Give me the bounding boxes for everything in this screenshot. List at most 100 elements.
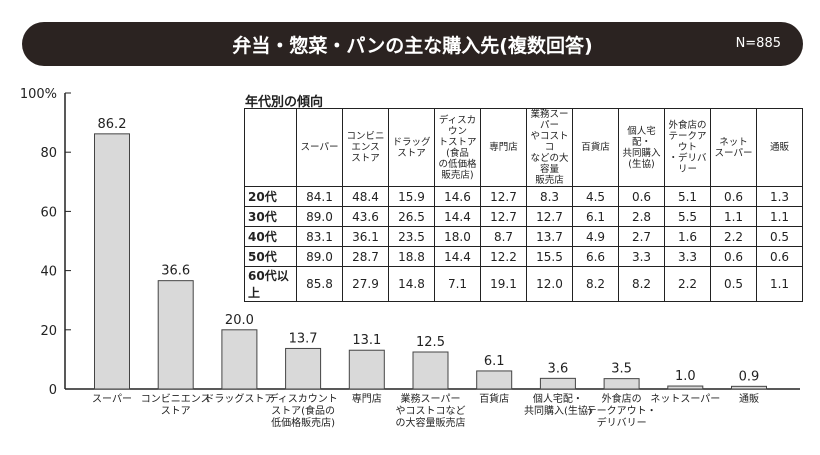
x-tick-label: 個人宅配・ 共同購入(生協)	[523, 394, 592, 417]
table-cell: 12.2	[480, 246, 527, 267]
table-cell: 15.9	[388, 186, 435, 207]
table-cell: 8.3	[526, 186, 573, 207]
bar-value-label: 12.5	[416, 335, 445, 350]
bar-value-label: 0.9	[739, 369, 760, 384]
table-cell: 4.5	[572, 186, 619, 207]
table-cell: 8.7	[480, 226, 527, 247]
table-row: 30代 89.0 43.6 26.5 14.4 12.7 12.7 6.1 2.8 5.5 1.1 1…	[244, 206, 803, 227]
table-header: 専門店	[480, 108, 527, 187]
age-breakdown-table: スーパー コンビニ エンス ストア ドラッグ ストア ディスカウン トストア(食品 の…	[244, 108, 803, 302]
table-cell: 14.4	[434, 206, 481, 227]
x-tick-label: コンビニエンス ストア	[140, 394, 211, 417]
bar	[157, 280, 194, 390]
table-cell: 5.1	[664, 186, 711, 207]
table-cell: 1.1	[756, 206, 803, 227]
table-cell: 2.2	[710, 226, 757, 247]
title-bar: 弁当・惣菜・パンの主な購入先(複数回答) N=885	[22, 22, 803, 66]
table-cell: 0.5	[710, 266, 757, 302]
bar	[412, 351, 449, 390]
table-corner	[244, 108, 297, 187]
table-cell: 5.5	[664, 206, 711, 227]
table-cell: 8.2	[618, 266, 665, 302]
table-cell: 1.6	[664, 226, 711, 247]
x-tick-label: 外食店の テークアウト・ デリバリー	[586, 394, 657, 429]
row-label: 60代以上	[244, 266, 297, 302]
table-title: 年代別の傾向	[245, 95, 324, 110]
table-cell: 0.6	[756, 246, 803, 267]
row-label: 50代	[244, 246, 297, 267]
table-cell: 19.1	[480, 266, 527, 302]
table-row: 50代 89.0 28.7 18.8 14.4 12.2 15.5 6.6 3.3 3.3 0.6 0…	[244, 246, 803, 267]
y-tick-label: 40	[40, 265, 57, 280]
bar	[731, 385, 767, 390]
bar	[94, 133, 130, 390]
table-header: 外食店の テークアウト ・デリバリー	[664, 108, 711, 187]
table-cell: 85.8	[296, 266, 343, 302]
table-cell: 27.9	[342, 266, 389, 302]
bar	[476, 370, 513, 390]
bar	[285, 347, 322, 390]
table-cell: 36.1	[342, 226, 389, 247]
bar-value-label: 6.1	[484, 354, 505, 369]
table-row: 40代 83.1 36.1 23.5 18.0 8.7 13.7 4.9 2.7 1.6 2.2 0.…	[244, 226, 803, 247]
table-cell: 12.7	[526, 206, 573, 227]
table-cell: 12.0	[526, 266, 573, 302]
bar-value-label: 86.2	[98, 117, 127, 132]
y-tick-label: 0	[49, 383, 57, 398]
table-header-row: スーパー コンビニ エンス ストア ドラッグ ストア ディスカウン トストア(食品 の…	[244, 108, 803, 187]
x-tick-label: 通販	[739, 394, 759, 405]
row-label: 40代	[244, 226, 297, 247]
table-cell: 2.7	[618, 226, 665, 247]
table-cell: 3.3	[664, 246, 711, 267]
table-cell: 1.1	[756, 266, 803, 302]
table-header: 百貨店	[572, 108, 619, 187]
table-cell: 23.5	[388, 226, 435, 247]
table-cell: 1.1	[710, 206, 757, 227]
table-header: ドラッグ ストア	[388, 108, 435, 187]
x-tick-label: 専門店	[351, 394, 382, 405]
table-cell: 26.5	[388, 206, 435, 227]
x-tick-label: スーパー	[92, 394, 132, 405]
table-row: 20代 84.1 48.4 15.9 14.6 12.7 8.3 4.5 0.6 5.1 0.6 1.…	[244, 186, 803, 207]
table-row: 60代以上 85.8 27.9 14.8 7.1 19.1 12.0 8.2 8.2 2.2 0.5…	[244, 266, 803, 302]
table-header: 個人宅配・ 共同購入 (生協)	[618, 108, 665, 187]
y-tick-label: 60	[40, 205, 57, 220]
table-cell: 13.7	[526, 226, 573, 247]
table-cell: 0.6	[710, 186, 757, 207]
y-tick-label: 20	[40, 324, 57, 339]
table-cell: 3.3	[618, 246, 665, 267]
table-cell: 18.8	[388, 246, 435, 267]
table-cell: 0.6	[618, 186, 665, 207]
row-label: 20代	[244, 186, 297, 207]
x-tick-label: ディスカウント ストア(食品の 低価格販売店)	[268, 394, 338, 429]
table-cell: 4.9	[572, 226, 619, 247]
table-cell: 2.2	[664, 266, 711, 302]
bar-value-label: 3.5	[611, 362, 632, 377]
table-cell: 14.8	[388, 266, 435, 302]
table-cell: 2.8	[618, 206, 665, 227]
bar-value-label: 13.7	[289, 331, 318, 346]
chart-title: 弁当・惣菜・パンの主な購入先(複数回答)	[232, 35, 593, 57]
table-cell: 14.4	[434, 246, 481, 267]
table-cell: 43.6	[342, 206, 389, 227]
x-tick-label: 業務スーパー やコストコなど の大容量販売店	[395, 394, 466, 429]
bar	[603, 378, 640, 390]
sample-size: N=885	[735, 36, 781, 51]
y-tick-label: 100%	[20, 87, 57, 102]
x-tick-label: 百貨店	[479, 394, 510, 405]
table-cell: 48.4	[342, 186, 389, 207]
table-cell: 0.5	[756, 226, 803, 247]
bar-value-label: 1.0	[675, 369, 696, 384]
table-cell: 83.1	[296, 226, 343, 247]
table-header: スーパー	[296, 108, 343, 187]
table-cell: 89.0	[296, 246, 343, 267]
table-header: 業務スーパー やコストコ などの大容量 販売店	[526, 108, 573, 187]
bar-value-label: 36.6	[161, 264, 190, 279]
table-cell: 18.0	[434, 226, 481, 247]
table-cell: 12.7	[480, 206, 527, 227]
table-header: 通販	[756, 108, 803, 187]
table-cell: 7.1	[434, 266, 481, 302]
bar	[667, 385, 704, 390]
table-cell: 84.1	[296, 186, 343, 207]
